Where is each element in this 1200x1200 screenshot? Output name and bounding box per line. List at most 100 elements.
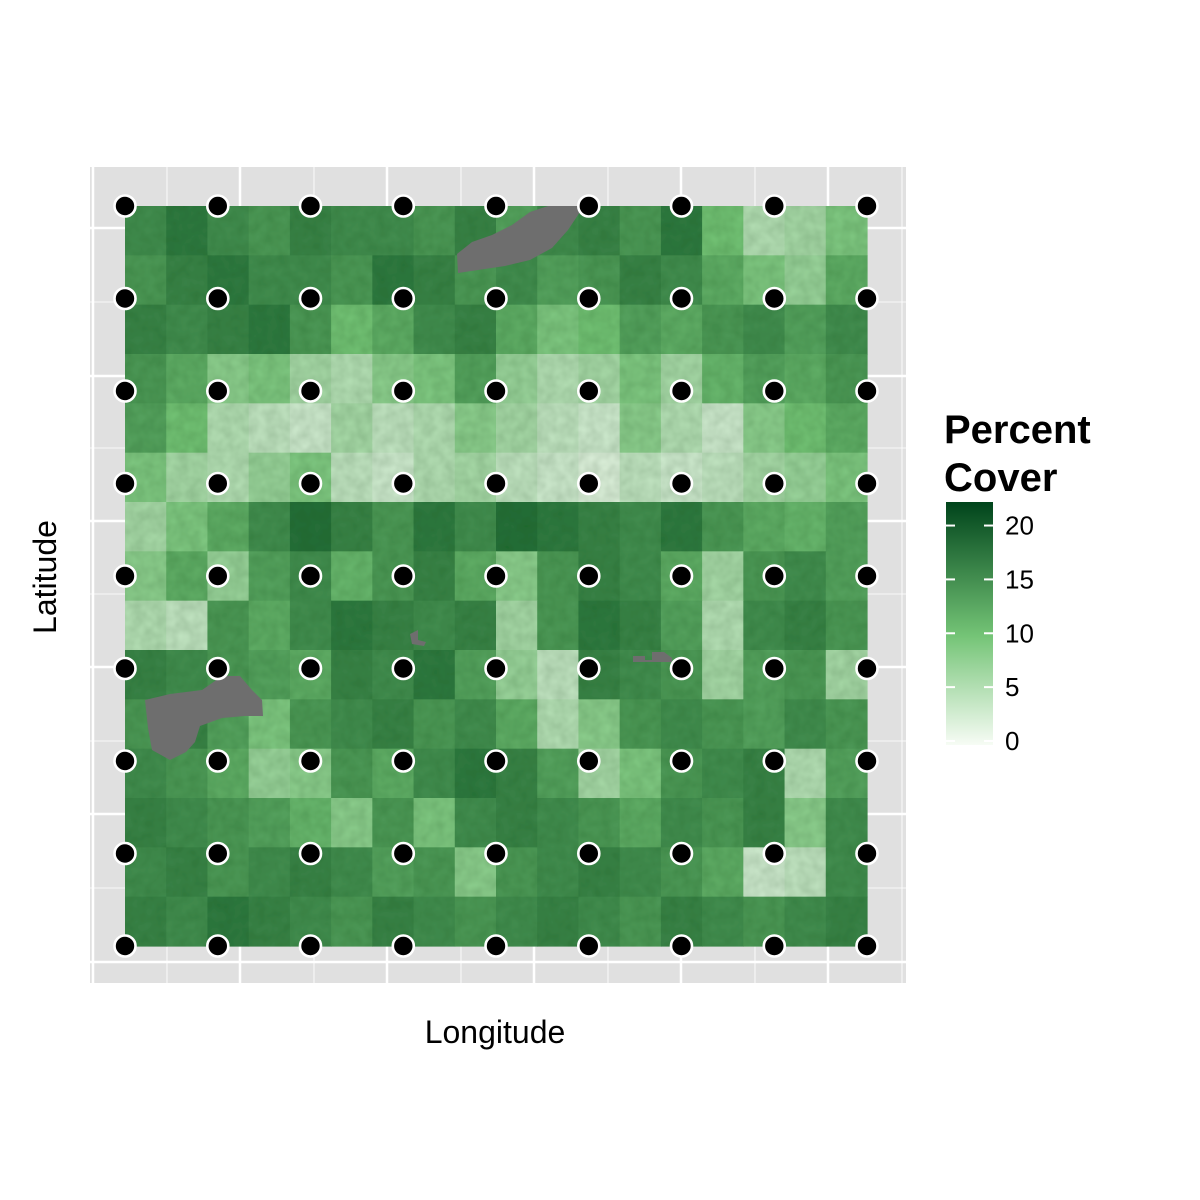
raster-cell <box>619 798 662 848</box>
legend-tick-label: 10 <box>1005 618 1034 648</box>
sample-point <box>298 194 323 218</box>
legend-title-line-2: Cover <box>944 456 1057 500</box>
raster-cell <box>125 403 167 454</box>
raster-cell <box>784 650 827 700</box>
raster-cell <box>619 403 662 454</box>
raster-cell <box>372 798 415 848</box>
raster-cell <box>537 748 580 799</box>
raster-cell <box>125 798 167 848</box>
raster-cell <box>702 847 744 898</box>
raster-cell <box>784 255 827 306</box>
sample-point <box>298 286 323 311</box>
sample-point <box>669 934 694 958</box>
na-region-patch-center <box>410 630 426 646</box>
raster-cell <box>619 354 662 404</box>
raster-cell <box>537 798 580 848</box>
raster-cell <box>413 798 456 848</box>
sample-point <box>576 841 601 866</box>
raster-cell <box>784 896 827 947</box>
raster-cell <box>454 699 497 750</box>
sample-point <box>576 471 601 496</box>
raster-cell <box>619 304 662 355</box>
raster-cell <box>413 502 456 552</box>
sample-point <box>576 564 601 588</box>
sample-point <box>391 749 416 773</box>
raster-cell <box>619 699 662 750</box>
sample-point <box>298 656 323 681</box>
raster-cell <box>784 699 827 750</box>
sample-point <box>206 379 230 403</box>
raster-cell <box>784 354 827 404</box>
raster-cell <box>413 452 456 503</box>
raster-cell <box>619 502 662 552</box>
sample-point <box>762 656 787 681</box>
raster-cell <box>125 304 167 355</box>
sample-point <box>113 934 137 958</box>
raster-cell <box>248 354 291 404</box>
raster-cell <box>207 304 250 355</box>
raster-cell <box>702 896 744 947</box>
sample-point <box>391 934 416 958</box>
raster-cell <box>702 600 744 651</box>
no-data-regions <box>145 206 672 760</box>
raster-cell <box>166 502 209 552</box>
raster-cell <box>702 354 744 404</box>
raster-cell <box>207 502 250 552</box>
raster-cell <box>825 502 868 552</box>
raster-cell <box>702 452 744 503</box>
raster-cell <box>784 551 827 602</box>
raster-cell <box>825 699 868 750</box>
sample-point <box>113 749 137 773</box>
raster-cell <box>372 502 415 552</box>
raster-cell <box>825 403 868 454</box>
sample-point <box>484 841 508 866</box>
raster-cell <box>784 206 827 256</box>
raster-cell <box>289 600 332 651</box>
sample-point <box>855 656 879 681</box>
raster-cell <box>660 403 703 454</box>
sample-point <box>206 934 230 958</box>
raster-cell <box>331 551 373 602</box>
raster-cell <box>372 304 415 355</box>
sample-point <box>206 286 230 311</box>
sample-point <box>855 471 879 496</box>
na-region-lake-west <box>145 676 263 760</box>
raster-cell <box>537 304 580 355</box>
sample-point <box>762 749 787 773</box>
sample-point <box>298 749 323 773</box>
raster-cell <box>537 847 580 898</box>
raster-cell <box>166 403 209 454</box>
raster-cell <box>454 403 497 454</box>
raster-cell <box>743 304 786 355</box>
raster-cell <box>331 896 373 947</box>
raster-cell <box>496 304 538 355</box>
raster-cell <box>537 502 580 552</box>
sample-point <box>391 656 416 681</box>
raster-cell <box>743 699 786 750</box>
raster-cell <box>619 551 662 602</box>
sample-point <box>391 194 416 218</box>
sample-point <box>484 934 508 958</box>
raster-cell <box>166 255 209 306</box>
sample-point <box>855 749 879 773</box>
raster-cell <box>578 304 621 355</box>
raster-cell <box>660 699 703 750</box>
raster-cell <box>784 304 827 355</box>
raster-cell <box>537 699 580 750</box>
raster-cell <box>702 551 744 602</box>
sample-point <box>391 564 416 588</box>
sample-point <box>669 194 694 218</box>
legend-tick-label: 5 <box>1005 672 1019 702</box>
raster-cell <box>248 304 291 355</box>
sample-point <box>298 471 323 496</box>
raster-cell <box>413 255 456 306</box>
raster-cell <box>166 600 209 651</box>
raster-cell <box>619 896 662 947</box>
raster-cell <box>578 502 621 552</box>
raster-cell <box>289 403 332 454</box>
sample-point <box>576 749 601 773</box>
raster-cell <box>743 798 786 848</box>
raster-cell <box>537 255 580 306</box>
raster-cell <box>784 403 827 454</box>
sample-point <box>762 379 787 403</box>
